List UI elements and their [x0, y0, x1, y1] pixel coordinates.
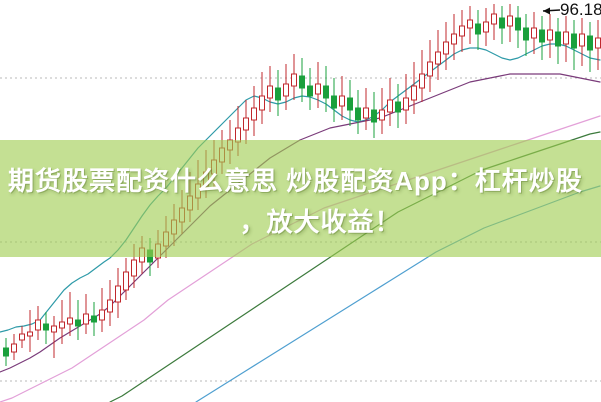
- promo-banner-line-1: 期货股票配资什么意思 炒股配资App：杠杆炒股: [8, 165, 583, 196]
- promo-banner-overlay: 期货股票配资什么意思 炒股配资App：杠杆炒股 ，放大收益！: [0, 140, 601, 257]
- price-annotation-label: 96.18: [560, 0, 601, 19]
- price-arrow-icon: [542, 7, 561, 15]
- promo-banner-line-2: ，放大收益！: [239, 206, 402, 237]
